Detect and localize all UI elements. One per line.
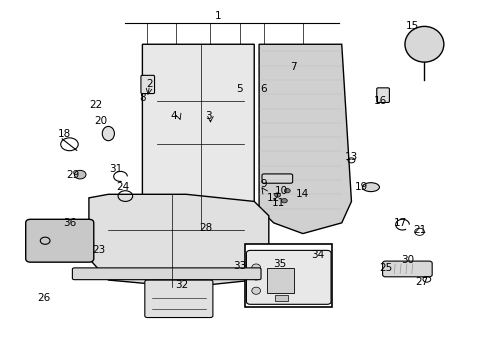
FancyBboxPatch shape — [141, 75, 154, 94]
Bar — [267, 267, 293, 293]
Text: 3: 3 — [204, 111, 211, 121]
Text: 25: 25 — [378, 262, 391, 273]
Ellipse shape — [251, 273, 260, 280]
Text: 14: 14 — [296, 189, 309, 199]
Text: 35: 35 — [273, 259, 286, 269]
Text: 36: 36 — [62, 218, 76, 228]
FancyBboxPatch shape — [144, 280, 212, 318]
FancyBboxPatch shape — [72, 268, 261, 280]
Text: 24: 24 — [116, 182, 129, 192]
Ellipse shape — [251, 264, 260, 271]
Text: 33: 33 — [233, 261, 246, 271]
Text: 34: 34 — [310, 250, 324, 260]
Text: 28: 28 — [199, 223, 212, 233]
Circle shape — [74, 170, 86, 179]
Text: 19: 19 — [354, 182, 367, 192]
Text: 11: 11 — [271, 198, 285, 208]
FancyBboxPatch shape — [26, 219, 94, 262]
Text: 2: 2 — [146, 78, 153, 89]
Text: 1: 1 — [214, 11, 221, 21]
Text: 9: 9 — [260, 179, 267, 189]
Text: 23: 23 — [92, 245, 105, 255]
Text: 27: 27 — [414, 277, 427, 287]
Circle shape — [284, 189, 289, 193]
Text: 22: 22 — [89, 100, 102, 110]
PathPatch shape — [142, 44, 254, 230]
Text: 30: 30 — [400, 255, 413, 265]
Text: 5: 5 — [236, 84, 243, 94]
PathPatch shape — [89, 194, 268, 287]
Text: 10: 10 — [274, 186, 287, 197]
Text: 12: 12 — [266, 193, 280, 203]
FancyBboxPatch shape — [382, 261, 431, 277]
Text: 7: 7 — [289, 63, 296, 72]
Text: 17: 17 — [393, 218, 406, 228]
Text: 4: 4 — [170, 111, 177, 121]
Ellipse shape — [362, 183, 379, 192]
FancyBboxPatch shape — [246, 250, 330, 304]
Text: 8: 8 — [139, 93, 145, 103]
Text: 16: 16 — [373, 96, 386, 107]
Ellipse shape — [251, 287, 260, 294]
Text: 6: 6 — [260, 84, 267, 94]
Text: 31: 31 — [109, 164, 122, 174]
Text: 13: 13 — [344, 152, 357, 162]
Text: 29: 29 — [66, 170, 80, 180]
Text: 20: 20 — [94, 116, 107, 126]
Bar — [245, 244, 331, 307]
Text: 15: 15 — [405, 21, 418, 31]
Bar — [274, 296, 287, 301]
FancyBboxPatch shape — [376, 88, 388, 103]
PathPatch shape — [259, 44, 351, 234]
Text: 18: 18 — [58, 129, 71, 139]
Circle shape — [274, 193, 280, 197]
Ellipse shape — [102, 126, 114, 141]
Text: 32: 32 — [174, 280, 187, 291]
Circle shape — [281, 199, 287, 203]
Text: 21: 21 — [412, 225, 426, 235]
Ellipse shape — [404, 26, 443, 62]
Text: 26: 26 — [38, 293, 51, 303]
FancyBboxPatch shape — [262, 174, 292, 183]
